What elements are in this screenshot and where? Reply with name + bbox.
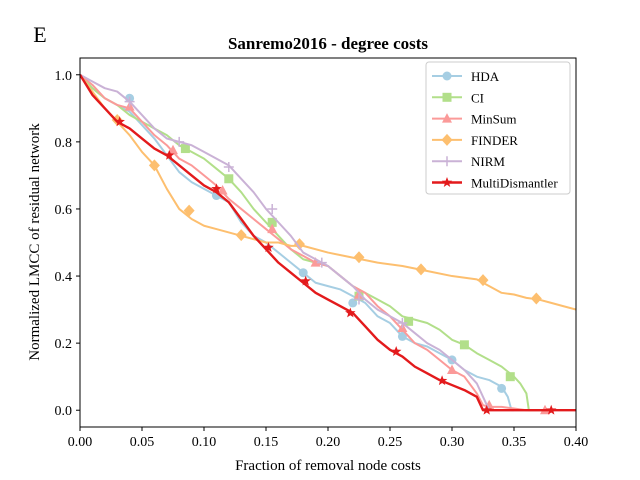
x-tick-label: 0.35 [502, 435, 527, 450]
data-point-finder [530, 292, 542, 305]
data-point-minsum [310, 257, 321, 267]
data-point-finder [353, 251, 365, 264]
data-point-nirm [397, 318, 408, 329]
y-axis-label: Normalized LMCC of residual network [27, 123, 43, 361]
data-point-multidismantler [345, 307, 356, 318]
legend-marker [441, 133, 453, 146]
series-finder [80, 74, 576, 311]
x-tick-label: 0.15 [254, 435, 279, 450]
series-line-multidismantler [80, 74, 576, 412]
data-point-ci [404, 316, 414, 326]
legend-marker [441, 177, 453, 187]
data-point-finder [293, 238, 305, 251]
data-point-nirm [316, 257, 327, 268]
series-layer [80, 73, 576, 415]
legend-label: HDA [471, 69, 500, 84]
data-point-multidismantler [164, 149, 175, 160]
data-point-multidismantler [481, 404, 492, 415]
data-point-finder [183, 204, 195, 217]
data-point-minsum [168, 144, 178, 155]
legend-marker [442, 92, 452, 102]
legend-marker [442, 156, 452, 167]
data-point-minsum [267, 223, 278, 234]
data-point-hda [497, 383, 507, 393]
legend-item-nirm: NIRM [432, 154, 505, 169]
data-point-multidismantler [114, 116, 125, 127]
data-point-hda [298, 268, 308, 278]
data-point-multidismantler [300, 275, 311, 286]
x-tick-label: 0.40 [564, 435, 589, 450]
legend-label: NIRM [471, 154, 505, 169]
data-point-ci [180, 144, 190, 154]
legend: HDA CI MinSum FINDER NIRM MultiDismantler [425, 61, 571, 195]
x-tick-label: 0.30 [440, 435, 465, 450]
y-tick-label: 0.6 [55, 203, 73, 218]
data-point-multidismantler [263, 242, 274, 252]
series-hda [80, 74, 552, 412]
x-tick-label: 0.00 [68, 435, 93, 450]
legend-item-multidismantler: MultiDismantler [432, 176, 558, 191]
data-point-finder [477, 274, 489, 287]
legend-label: CI [471, 90, 484, 105]
series-markers-multidismantler [114, 116, 557, 415]
x-tick-label: 0.10 [192, 435, 217, 450]
data-point-multidismantler [545, 404, 557, 415]
data-point-ci [459, 340, 469, 350]
legend-item-finder: FINDER [432, 133, 518, 148]
data-point-nirm [223, 162, 234, 173]
data-point-finder [415, 263, 427, 276]
series-multidismantler [80, 74, 576, 412]
data-point-multidismantler [390, 346, 402, 356]
x-axis-label: Fraction of removal node costs [235, 458, 421, 474]
legend-marker [442, 71, 452, 81]
legend-item-ci: CI [432, 90, 484, 105]
x-tick-label: 0.05 [130, 435, 155, 450]
chart-title: Sanremo2016 - degree costs [228, 34, 428, 53]
data-point-ci [267, 217, 277, 227]
data-point-ci [505, 372, 515, 382]
data-point-hda [397, 331, 407, 341]
data-point-ci [224, 174, 234, 184]
legend-label: MultiDismantler [471, 176, 558, 191]
x-tick-label: 0.20 [316, 435, 341, 450]
data-point-minsum [217, 185, 228, 195]
panel-label: E [33, 22, 46, 47]
legend-label: FINDER [471, 133, 518, 148]
y-tick-label: 0.0 [55, 404, 73, 419]
legend-marker [442, 113, 452, 123]
series-line-hda [80, 74, 552, 412]
y-tick-label: 0.2 [55, 337, 73, 352]
series-line-finder [80, 74, 576, 311]
data-point-finder [235, 229, 247, 242]
data-point-nirm [124, 96, 135, 107]
data-point-multidismantler [436, 375, 448, 386]
data-point-minsum [447, 364, 457, 374]
legend-label: MinSum [471, 112, 517, 127]
y-tick-label: 1.0 [55, 69, 73, 84]
series-line-nirm [80, 73, 514, 412]
data-point-nirm [267, 203, 278, 214]
legend-item-minsum: MinSum [432, 112, 517, 127]
data-point-nirm [354, 294, 364, 305]
legend-item-hda: HDA [432, 69, 500, 84]
series-markers-nirm [124, 96, 408, 329]
data-point-multidismantler [211, 183, 222, 194]
ticks-layer: 0.00 0.05 0.10 0.15 0.20 0.25 0.30 0.35 0.40 0.0 0… [55, 69, 589, 450]
y-tick-label: 0.4 [55, 270, 73, 285]
data-point-finder [148, 159, 160, 172]
y-tick-label: 0.8 [55, 136, 73, 151]
x-tick-label: 0.25 [378, 435, 403, 450]
series-nirm [80, 73, 514, 412]
data-point-nirm [174, 136, 185, 147]
